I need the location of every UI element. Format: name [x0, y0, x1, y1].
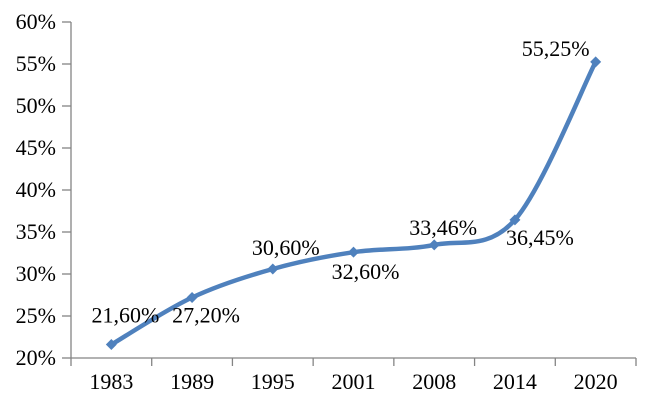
x-axis-tick-label: 2008 — [412, 369, 456, 394]
x-axis-tick-label: 2020 — [574, 369, 618, 394]
y-axis-tick-label: 20% — [16, 345, 56, 370]
y-axis-tick-label: 35% — [16, 219, 56, 244]
data-label: 27,20% — [172, 303, 240, 328]
y-axis-tick-label: 45% — [16, 135, 56, 160]
data-label: 32,60% — [332, 259, 400, 284]
y-axis-tick-label: 30% — [16, 261, 56, 286]
y-axis-tick-label: 55% — [16, 51, 56, 76]
x-axis-tick-label: 1995 — [251, 369, 295, 394]
y-axis-tick-label: 50% — [16, 93, 56, 118]
x-axis-tick-label: 2014 — [493, 369, 537, 394]
data-point-marker — [428, 239, 440, 251]
data-point-marker — [509, 214, 521, 226]
x-axis-tick-label: 1989 — [170, 369, 214, 394]
data-label: 21,60% — [91, 303, 159, 328]
data-point-marker — [348, 246, 359, 258]
data-point-marker — [590, 56, 602, 68]
y-axis-tick-label: 40% — [16, 177, 56, 202]
data-point-marker — [186, 292, 198, 304]
data-label: 55,25% — [522, 36, 590, 61]
y-axis-tick-label: 25% — [16, 303, 56, 328]
x-axis-tick-label: 1983 — [89, 369, 133, 394]
data-label: 36,45% — [506, 225, 574, 250]
data-label: 30,60% — [252, 235, 320, 260]
y-axis-tick-label: 60% — [16, 9, 56, 34]
x-axis-tick-label: 2001 — [332, 369, 376, 394]
data-label: 33,46% — [409, 215, 477, 240]
data-point-marker — [267, 263, 279, 275]
data-point-marker — [105, 339, 117, 351]
